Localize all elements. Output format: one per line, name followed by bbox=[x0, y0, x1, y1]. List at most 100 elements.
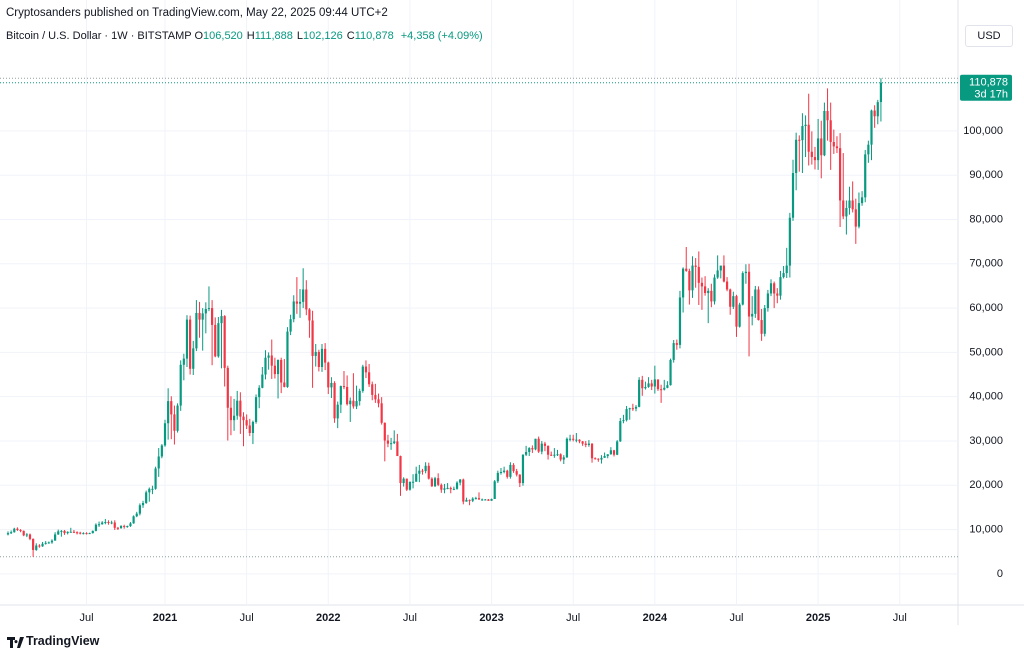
candle-body bbox=[72, 531, 76, 533]
candle-body bbox=[622, 420, 625, 422]
candle-body bbox=[798, 139, 801, 141]
candle-body bbox=[656, 379, 660, 390]
y-tick-label: 30,000 bbox=[969, 435, 1003, 447]
candle-body bbox=[782, 273, 785, 278]
candle-body bbox=[317, 351, 320, 368]
legend-key: C bbox=[346, 30, 355, 42]
candle-body bbox=[769, 283, 773, 294]
candle-body bbox=[54, 534, 57, 541]
candle-body bbox=[663, 387, 666, 390]
candle-body bbox=[16, 528, 19, 531]
candle-body bbox=[521, 454, 525, 484]
candle-body bbox=[744, 271, 747, 274]
candle-body bbox=[578, 439, 581, 442]
candle-body bbox=[452, 488, 455, 490]
candle-body bbox=[860, 197, 864, 204]
candle-body bbox=[236, 400, 239, 416]
candle-body bbox=[289, 319, 292, 332]
candle-body bbox=[562, 457, 565, 460]
price-tag-label: 110,878 bbox=[969, 77, 1008, 89]
candle-body bbox=[19, 530, 22, 532]
x-tick-label: Jul bbox=[403, 612, 417, 624]
candle-body bbox=[703, 286, 707, 294]
candle-body bbox=[757, 289, 760, 321]
legend-key: O bbox=[194, 30, 204, 42]
candle-body bbox=[879, 82, 883, 103]
candle-body bbox=[688, 270, 691, 291]
candle-body bbox=[50, 540, 54, 543]
candle-body bbox=[826, 110, 829, 121]
candle-body bbox=[788, 217, 791, 266]
price-tag bbox=[960, 74, 1012, 101]
candle-body bbox=[380, 403, 383, 423]
candle-body bbox=[672, 343, 675, 360]
candle-body bbox=[286, 331, 289, 387]
candle-body bbox=[823, 110, 826, 156]
candle-body bbox=[330, 382, 333, 388]
candle-body bbox=[459, 479, 462, 483]
candle-body bbox=[747, 271, 751, 317]
candle-body bbox=[333, 382, 336, 419]
candle-body bbox=[415, 473, 418, 482]
candle-body bbox=[173, 414, 176, 431]
candle-body bbox=[641, 379, 644, 389]
candle-body bbox=[254, 397, 258, 422]
candle-body bbox=[653, 379, 656, 387]
candle-body bbox=[638, 379, 641, 407]
candle-body bbox=[85, 533, 88, 535]
candle-body bbox=[374, 394, 377, 400]
candle-body bbox=[597, 458, 600, 460]
candle-body bbox=[129, 523, 132, 527]
candle-body bbox=[710, 290, 713, 302]
candle-body bbox=[396, 441, 399, 457]
candle-body bbox=[719, 265, 722, 271]
candle-body bbox=[440, 484, 443, 490]
candle-body bbox=[669, 359, 672, 386]
candle-body bbox=[546, 445, 550, 455]
candle-body bbox=[842, 200, 845, 217]
currency-button[interactable]: USD bbox=[965, 25, 1013, 47]
candle-body bbox=[349, 400, 352, 405]
candle-body bbox=[691, 265, 694, 291]
candle-body bbox=[471, 498, 474, 501]
candle-body bbox=[41, 543, 44, 547]
candle-body bbox=[430, 478, 433, 487]
candle-body bbox=[223, 316, 226, 368]
candle-body bbox=[600, 457, 603, 460]
candle-body bbox=[707, 290, 710, 294]
candle-body bbox=[534, 438, 537, 450]
y-tick-label: 90,000 bbox=[969, 169, 1003, 181]
candle-body bbox=[437, 478, 440, 485]
candle-body bbox=[91, 530, 94, 534]
candle-body bbox=[229, 407, 233, 421]
candle-body bbox=[302, 289, 305, 302]
candle-body bbox=[807, 124, 810, 152]
candle-body bbox=[113, 522, 116, 528]
candle-body bbox=[399, 456, 402, 484]
legend-key: H bbox=[246, 30, 255, 42]
byline: Cryptosanders published on TradingView.c… bbox=[6, 7, 388, 19]
candle-body bbox=[248, 425, 251, 434]
candle-body bbox=[795, 139, 798, 173]
candle-body bbox=[195, 312, 198, 349]
legend-value: 106,520 bbox=[203, 30, 243, 42]
candle-body bbox=[276, 359, 280, 375]
candle-body bbox=[6, 533, 10, 535]
candle-body bbox=[371, 384, 374, 395]
candle-body bbox=[226, 367, 229, 408]
candle-body bbox=[606, 454, 609, 457]
candle-body bbox=[682, 268, 685, 298]
candle-body bbox=[455, 482, 459, 489]
candle-body bbox=[97, 524, 101, 526]
candle-body bbox=[311, 320, 314, 356]
candle-body bbox=[628, 408, 631, 410]
candle-body bbox=[443, 488, 446, 490]
candle-body bbox=[327, 362, 330, 388]
candle-body bbox=[198, 312, 201, 320]
candle-body bbox=[735, 296, 738, 327]
candle-body bbox=[678, 297, 682, 345]
candle-body bbox=[496, 472, 499, 482]
candle-body bbox=[63, 530, 66, 534]
candle-body bbox=[876, 102, 879, 117]
candle-body bbox=[857, 203, 861, 227]
